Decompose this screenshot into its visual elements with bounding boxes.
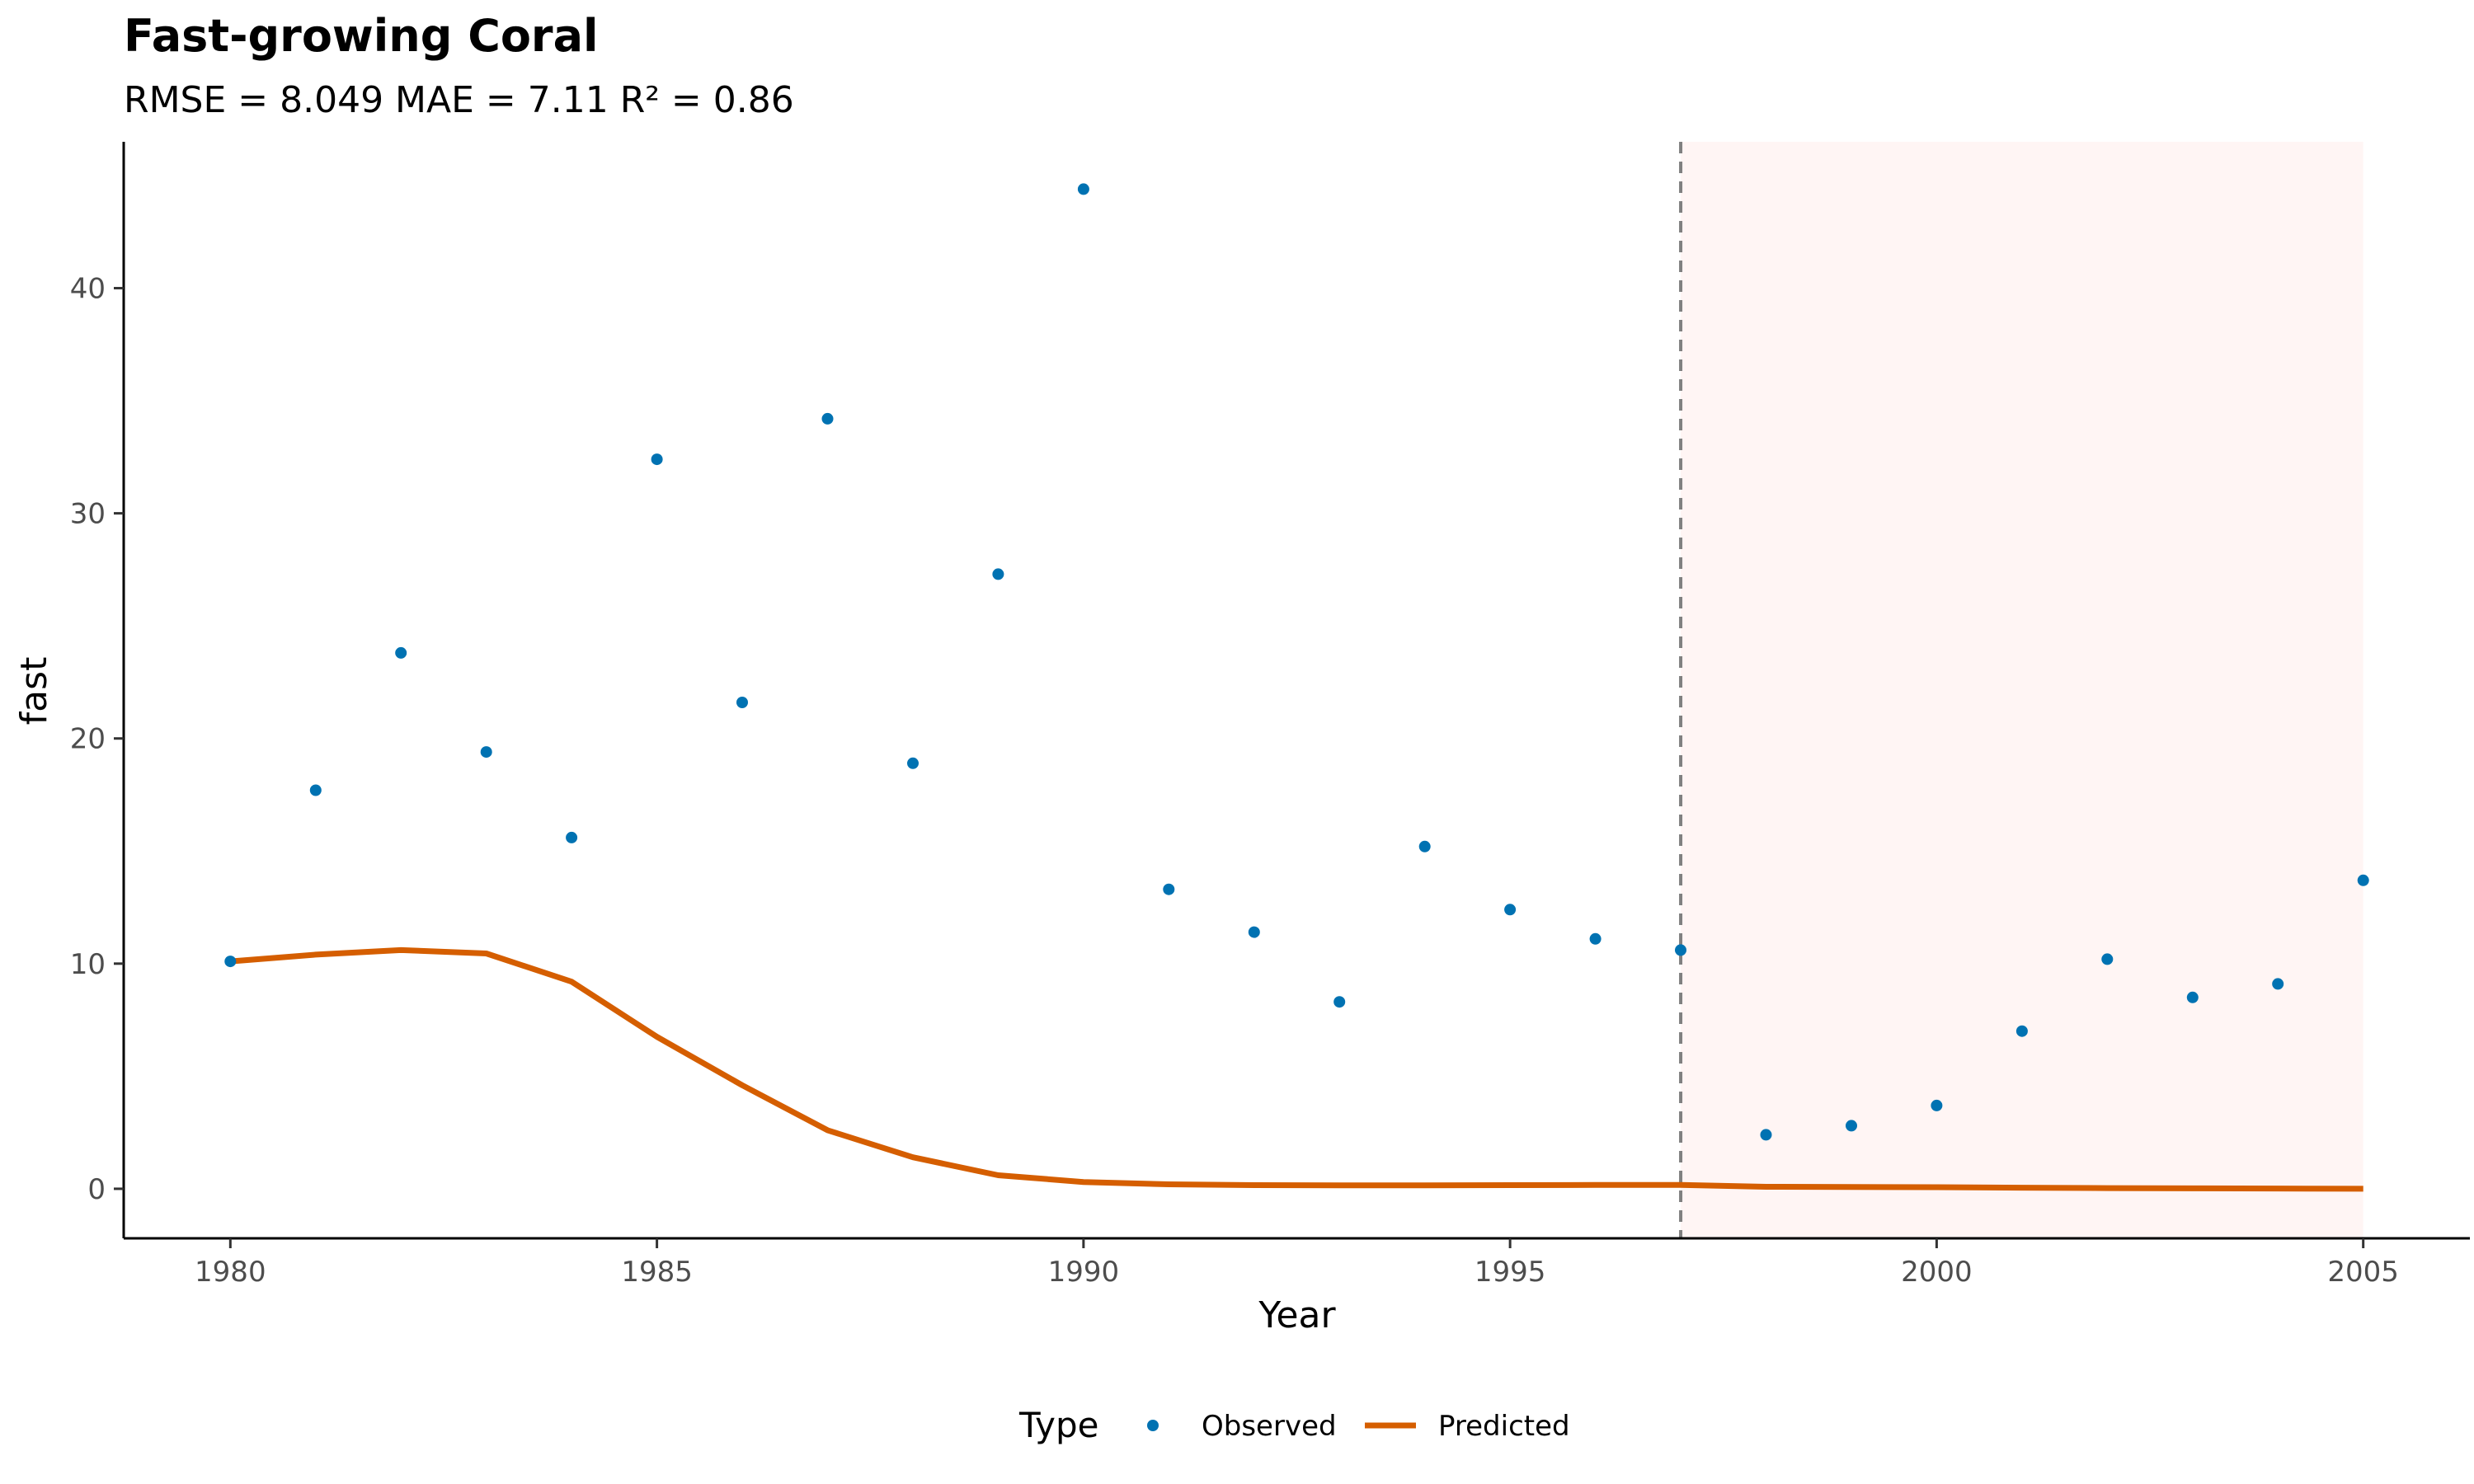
observed-point — [2272, 978, 2284, 990]
highlight-region — [1681, 142, 2363, 1238]
legend-observed-label: Observed — [1202, 1410, 1337, 1443]
legend-predicted-label: Predicted — [1438, 1410, 1570, 1443]
predicted-line — [230, 946, 2363, 1192]
y-axis-ticks: 0 10 20 30 40 — [70, 273, 124, 1206]
observed-point — [309, 784, 322, 796]
observed-point — [907, 757, 919, 769]
observed-point — [651, 453, 663, 466]
observed-point — [1675, 944, 1686, 956]
observed-point — [992, 568, 1004, 580]
chart-subtitle: RMSE = 8.049 MAE = 7.11 R² = 0.86 — [124, 79, 794, 121]
legend-observed-key — [1147, 1420, 1159, 1431]
observed-point — [1760, 1129, 1772, 1141]
observed-point — [1418, 840, 1431, 852]
y-tick-label: 10 — [70, 948, 106, 981]
observed-point — [736, 697, 748, 708]
y-tick-label: 20 — [70, 723, 106, 756]
observed-point — [1931, 1099, 1943, 1111]
y-axis-title: fast — [13, 657, 55, 726]
observed-point — [1248, 926, 1260, 938]
observed-point — [2186, 991, 2199, 1003]
plot-panel: 1980 1985 1990 1995 2000 2005 0 10 20 30 40 — [70, 142, 2470, 1289]
observed-point — [1163, 883, 1175, 895]
observed-point — [2015, 1025, 2028, 1037]
observed-point — [1077, 183, 1089, 195]
y-tick-label: 0 — [87, 1173, 106, 1206]
x-axis-ticks: 1980 1985 1990 1995 2000 2005 — [195, 1238, 2399, 1289]
observed-point — [821, 412, 834, 425]
x-tick-label: 1980 — [195, 1256, 266, 1289]
series-layer — [224, 183, 2369, 1192]
observed-point — [2101, 953, 2114, 965]
observed-point — [566, 831, 578, 843]
observed-point — [395, 646, 407, 659]
x-tick-label: 1990 — [1048, 1256, 1120, 1289]
x-tick-label: 2005 — [2327, 1256, 2399, 1289]
y-tick-label: 30 — [70, 498, 106, 531]
x-tick-label: 1995 — [1475, 1256, 1546, 1289]
observed-point — [2357, 874, 2369, 886]
legend-title: Type — [1018, 1405, 1098, 1445]
observed-point — [480, 746, 492, 758]
legend: Type Observed Predicted — [1018, 1405, 1570, 1445]
x-tick-label: 1985 — [621, 1256, 693, 1289]
observed-point — [1333, 996, 1346, 1008]
x-axis-title: Year — [1258, 1294, 1336, 1336]
observed-point — [1504, 904, 1517, 916]
observed-point — [1846, 1120, 1857, 1132]
y-tick-label: 40 — [70, 273, 106, 306]
chart-title: Fast-growing Coral — [124, 10, 599, 62]
x-tick-label: 2000 — [1901, 1256, 1973, 1289]
observed-point — [1589, 932, 1602, 945]
observed-point — [224, 956, 237, 968]
